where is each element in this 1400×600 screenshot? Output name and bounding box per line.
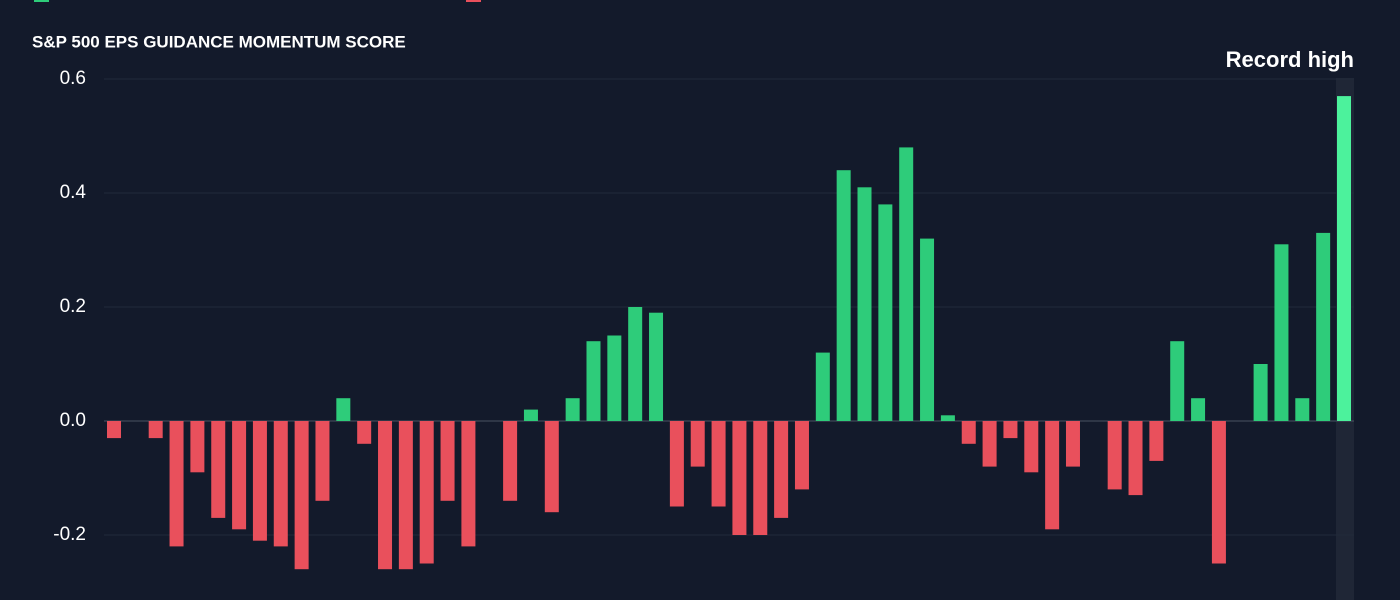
bar: [669, 421, 684, 507]
bar: [503, 421, 518, 501]
chart-title: S&P 500 EPS GUIDANCE MOMENTUM SCORE: [32, 32, 406, 51]
bar: [190, 421, 205, 473]
bar: [836, 170, 851, 421]
bar: [1253, 364, 1268, 421]
bar: [273, 421, 288, 547]
bar: [1149, 421, 1164, 461]
bar: [1316, 232, 1331, 421]
bar: [982, 421, 997, 467]
bar: [857, 187, 872, 421]
bar: [211, 421, 226, 518]
legend-swatch: [34, 0, 49, 2]
bar: [1107, 421, 1122, 490]
bar: [753, 421, 768, 535]
bar: [774, 421, 789, 518]
bar: [461, 421, 476, 547]
bar: [878, 204, 893, 421]
bar: [940, 415, 955, 421]
bar: [628, 307, 643, 421]
legend-swatch: [466, 0, 481, 2]
bar: [398, 421, 413, 570]
bar: [690, 421, 705, 467]
bar: [294, 421, 309, 570]
bar: [1295, 398, 1310, 421]
bar: [649, 312, 664, 421]
bar: [148, 421, 163, 439]
bar: [378, 421, 393, 570]
bar: [586, 341, 601, 421]
bar: [232, 421, 247, 530]
bar: [169, 421, 184, 547]
bar: [315, 421, 330, 501]
y-tick-label: 0.6: [60, 68, 86, 89]
bar: [899, 147, 914, 421]
bar: [440, 421, 455, 501]
annotation: Record high: [1226, 47, 1354, 72]
bar: [794, 421, 809, 490]
bar: [1211, 421, 1226, 564]
bar: [523, 409, 538, 421]
bar: [357, 421, 372, 444]
bar: [1170, 341, 1185, 421]
y-tick-label: 0.2: [60, 296, 86, 317]
y-tick-label: 0.0: [60, 410, 86, 431]
bar: [732, 421, 747, 535]
y-tick-label: 0.4: [60, 182, 87, 203]
bar: [1337, 96, 1351, 421]
bar: [1003, 421, 1018, 439]
bar: [607, 335, 622, 421]
bar: [1024, 421, 1039, 473]
bar: [1274, 244, 1289, 421]
bar: [1191, 398, 1206, 421]
bar: [107, 421, 121, 439]
bar: [1128, 421, 1143, 496]
bar: [961, 421, 976, 444]
bar: [544, 421, 559, 513]
bar: [1065, 421, 1080, 467]
bar: [815, 352, 830, 421]
bar: [565, 398, 580, 421]
bar: [711, 421, 726, 507]
bar: [252, 421, 267, 541]
bar: [920, 238, 935, 421]
bar: [419, 421, 434, 564]
bar: [1045, 421, 1060, 530]
y-tick-label: -0.2: [53, 524, 86, 545]
bar: [336, 398, 351, 421]
